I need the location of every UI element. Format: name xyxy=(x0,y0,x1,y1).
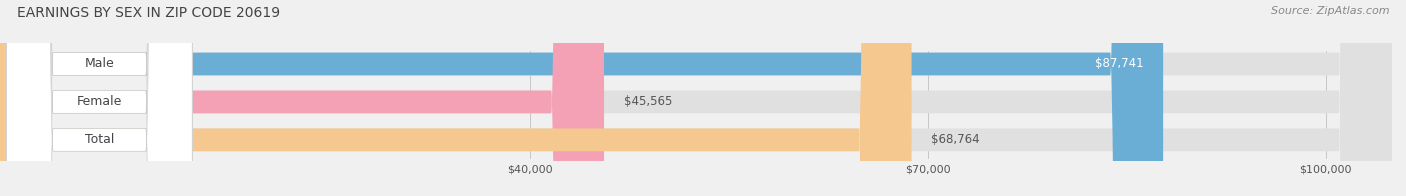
FancyBboxPatch shape xyxy=(7,0,193,196)
Text: Source: ZipAtlas.com: Source: ZipAtlas.com xyxy=(1271,6,1389,16)
Text: $68,764: $68,764 xyxy=(931,133,980,146)
FancyBboxPatch shape xyxy=(0,0,1163,196)
Text: Female: Female xyxy=(77,95,122,108)
Text: Male: Male xyxy=(84,57,114,71)
FancyBboxPatch shape xyxy=(0,0,605,196)
Text: EARNINGS BY SEX IN ZIP CODE 20619: EARNINGS BY SEX IN ZIP CODE 20619 xyxy=(17,6,280,20)
FancyBboxPatch shape xyxy=(7,0,193,196)
Text: Total: Total xyxy=(84,133,114,146)
Text: $87,741: $87,741 xyxy=(1095,57,1143,71)
FancyBboxPatch shape xyxy=(7,0,193,196)
FancyBboxPatch shape xyxy=(0,0,911,196)
Text: $45,565: $45,565 xyxy=(624,95,672,108)
